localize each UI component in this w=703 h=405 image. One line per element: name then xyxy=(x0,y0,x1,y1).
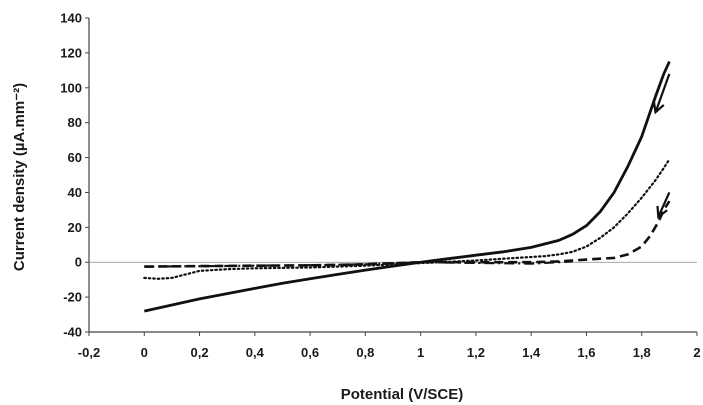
y-tick-label: 0 xyxy=(75,255,82,270)
x-tick-label: 1 xyxy=(417,345,424,360)
y-tick-label: -20 xyxy=(63,290,82,305)
x-tick-label: 1,6 xyxy=(577,345,595,360)
direction-arrow xyxy=(652,73,671,115)
series-layer xyxy=(143,61,671,313)
x-tick-label: 0,6 xyxy=(301,345,319,360)
arrow-head xyxy=(656,205,668,220)
arrow-shaft xyxy=(654,73,671,113)
y-tick-label: 80 xyxy=(68,115,82,130)
x-tick-label: 0 xyxy=(141,345,148,360)
y-axis-title: Current density (µA.mm⁻²) xyxy=(11,83,28,271)
plot-area xyxy=(88,18,697,333)
arrow-shaft xyxy=(657,191,671,218)
arrow-layer xyxy=(652,73,671,220)
y-tick-label: 120 xyxy=(60,45,82,60)
series-line-solid xyxy=(143,61,671,313)
y-tick-label: 40 xyxy=(68,185,82,200)
x-tick-label: 1,8 xyxy=(633,345,651,360)
y-tick-label: 140 xyxy=(60,11,82,26)
y-axis: -40 -20 0 20 40 60 80 100 120 140 xyxy=(60,11,89,340)
x-tick-label: -0,2 xyxy=(78,345,100,360)
x-tick-label: 0,8 xyxy=(356,345,374,360)
x-tick-label: 0,4 xyxy=(246,345,265,360)
y-tick-label: 60 xyxy=(68,150,82,165)
arrow-head xyxy=(652,101,665,115)
x-tick-label: 2 xyxy=(693,345,700,360)
x-tick-label: 1,2 xyxy=(467,345,485,360)
x-tick-label: 1,4 xyxy=(522,345,541,360)
x-axis: -0,2 0 0,2 0,4 0,6 0,8 1 1,2 1,4 1,6 1,8 2 xyxy=(78,332,701,360)
y-tick-label: 20 xyxy=(68,220,82,235)
series-line-dash-dot xyxy=(144,260,573,268)
y-tick-label: -40 xyxy=(63,325,82,340)
y-tick-label: 100 xyxy=(60,80,82,95)
series-line-dashed xyxy=(144,200,671,268)
direction-arrow xyxy=(656,191,671,220)
x-axis-title: Potential (V/SCE) xyxy=(341,386,464,403)
series-line-dotted xyxy=(143,158,671,280)
x-tick-label: 0,2 xyxy=(191,345,209,360)
